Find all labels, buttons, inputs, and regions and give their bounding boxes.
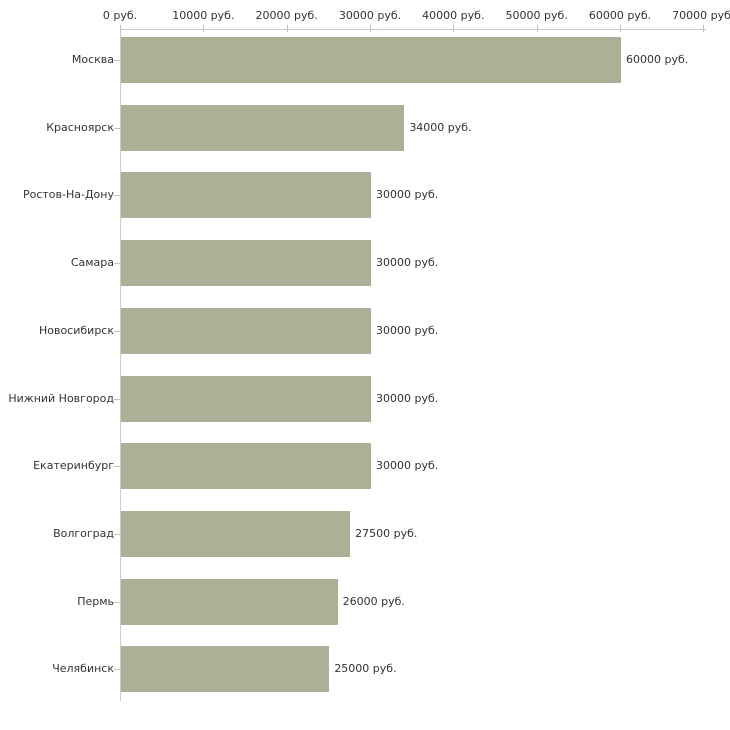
bar — [121, 104, 405, 151]
x-axis-tick-label: 60000 руб. — [588, 9, 652, 22]
x-axis-tick — [203, 25, 205, 32]
category-label: Москва — [71, 53, 114, 66]
value-label: 30000 руб. — [375, 188, 439, 202]
category-label: Нижний Новгород — [8, 391, 114, 405]
value-label: 30000 руб. — [375, 391, 439, 405]
y-axis-tick — [114, 533, 120, 535]
category-label: Красноярск — [46, 120, 114, 134]
category-label: Новосибирск — [38, 323, 114, 337]
category-label: Самара — [70, 256, 114, 270]
x-axis-tick-label: 30000 руб. — [338, 9, 402, 22]
x-axis-tick — [286, 25, 288, 32]
bar — [121, 240, 371, 287]
x-axis-tick — [619, 25, 621, 32]
value-label: 26000 руб. — [342, 594, 405, 608]
category-label: Челябинск — [52, 662, 114, 676]
x-axis-tick-label: 0 руб. — [102, 9, 138, 22]
bar — [121, 578, 338, 625]
x-axis-tick-label: 40000 руб. — [422, 9, 485, 22]
bar — [121, 646, 330, 693]
y-axis-tick — [114, 263, 120, 265]
y-axis-tick — [114, 466, 120, 468]
value-label: 60000 руб. — [625, 53, 689, 66]
value-label: 30000 руб. — [375, 256, 439, 270]
x-axis-tick — [369, 25, 371, 32]
category-label: Ростов-На-Дону — [22, 188, 114, 202]
bar — [121, 375, 371, 422]
category-label: Екатеринбург — [33, 459, 114, 473]
value-label: 30000 руб. — [375, 323, 439, 337]
bar — [121, 510, 351, 557]
value-label: 27500 руб. — [355, 526, 418, 540]
x-axis-tick-label: 20000 руб. — [255, 9, 318, 22]
x-axis-tick-label: 10000 руб. — [172, 9, 235, 22]
y-axis-tick — [114, 127, 120, 129]
value-label: 34000 руб. — [409, 120, 472, 134]
category-label: Волгоград — [53, 526, 114, 540]
x-axis-tick-label: 70000 руб. — [672, 9, 730, 22]
y-axis-tick — [114, 60, 120, 61]
y-axis-tick — [114, 398, 120, 400]
x-axis-tick — [453, 25, 455, 32]
y-axis-tick — [114, 669, 120, 671]
x-axis-tick-label: 50000 руб. — [505, 9, 568, 22]
bar — [121, 37, 621, 83]
x-axis-line — [120, 29, 707, 30]
value-label: 25000 руб. — [334, 662, 397, 676]
x-axis-tick — [536, 25, 538, 32]
x-axis-tick — [120, 25, 121, 32]
bar — [121, 172, 371, 219]
category-label: Пермь — [77, 594, 114, 608]
bar — [121, 443, 371, 490]
y-axis-tick — [114, 330, 120, 332]
y-axis-line — [120, 29, 121, 701]
y-axis-tick — [114, 601, 120, 603]
bar — [121, 307, 371, 354]
y-axis-tick — [114, 195, 120, 197]
value-label: 30000 руб. — [375, 459, 439, 473]
x-axis-tick — [703, 25, 705, 32]
